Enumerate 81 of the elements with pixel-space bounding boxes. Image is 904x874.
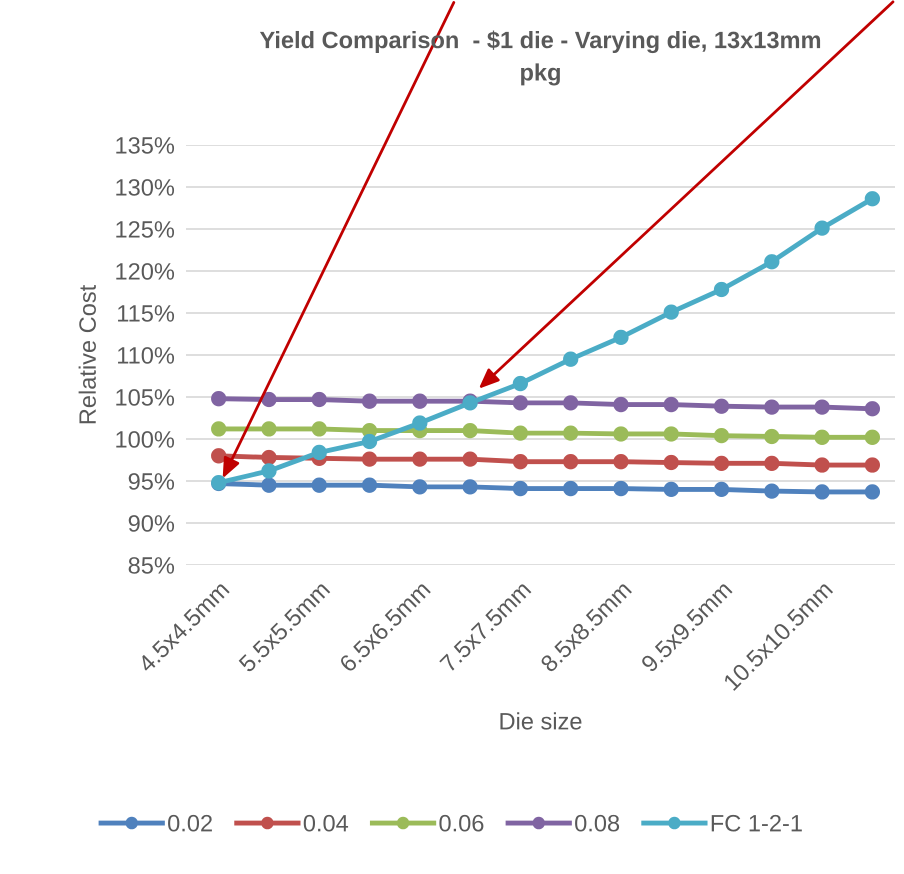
y-tick-label: 85% <box>128 557 174 574</box>
point <box>764 483 780 499</box>
y-tick-label: 130% <box>116 179 174 196</box>
point <box>312 392 327 408</box>
point <box>613 480 629 496</box>
y-tick-label: 100% <box>116 431 174 448</box>
x-axis-title: Die size <box>500 712 582 730</box>
y-tick-label: 115% <box>118 305 174 322</box>
y-tick-label: 105% <box>116 389 174 406</box>
point <box>261 463 277 479</box>
point <box>412 394 428 409</box>
point <box>462 422 478 438</box>
point <box>764 456 780 471</box>
point <box>764 399 780 415</box>
y-tick-label: 120% <box>116 263 174 280</box>
legend-label: 0.06 <box>439 814 484 832</box>
point <box>362 434 378 450</box>
point <box>512 480 528 496</box>
y-tick-label: 110% <box>118 347 174 364</box>
point <box>512 376 528 392</box>
y-axis-title: Relative Cost <box>78 284 96 424</box>
point <box>261 478 277 493</box>
point <box>261 421 277 437</box>
point <box>814 430 830 445</box>
point <box>312 444 327 460</box>
point <box>462 452 478 467</box>
point <box>613 426 629 442</box>
point <box>613 454 629 470</box>
point <box>412 479 428 495</box>
point <box>512 395 528 411</box>
point <box>362 452 378 467</box>
point <box>664 304 679 320</box>
point <box>613 330 629 345</box>
point <box>312 421 327 437</box>
point <box>664 426 679 442</box>
y-tick-label: 95% <box>128 473 174 490</box>
point <box>563 425 578 441</box>
y-tick-label: 90% <box>128 515 174 532</box>
point <box>814 220 830 236</box>
legend-label: 0.04 <box>304 814 348 832</box>
point <box>814 484 830 500</box>
point <box>211 448 226 464</box>
point <box>864 430 880 445</box>
legend-label: 0.08 <box>575 814 620 832</box>
point <box>864 401 880 416</box>
point <box>261 392 277 408</box>
point <box>563 454 578 470</box>
point <box>362 394 378 409</box>
point <box>613 396 629 412</box>
point <box>864 191 880 206</box>
point <box>664 482 679 498</box>
legend-label: FC 1-2-1 <box>712 814 802 832</box>
point <box>814 457 830 473</box>
point <box>764 254 780 270</box>
point <box>714 428 730 444</box>
point <box>462 479 478 495</box>
point <box>512 454 528 470</box>
point <box>512 425 528 441</box>
point <box>664 396 679 412</box>
point <box>814 399 830 415</box>
point <box>714 456 730 471</box>
point <box>714 282 730 298</box>
point <box>563 352 578 367</box>
point <box>412 415 428 431</box>
legend-label: 0.02 <box>168 814 212 832</box>
point <box>714 398 730 414</box>
point <box>211 421 226 437</box>
point <box>362 478 378 493</box>
point <box>312 478 327 493</box>
point <box>261 450 277 466</box>
point <box>864 484 880 500</box>
point <box>764 428 780 444</box>
y-tick-label: 135% <box>116 137 174 154</box>
point <box>563 395 578 411</box>
point <box>211 391 226 406</box>
point <box>664 454 679 470</box>
point <box>412 452 428 467</box>
point <box>563 480 578 496</box>
y-tick-label: 125% <box>116 221 174 238</box>
point <box>864 457 880 473</box>
point <box>714 482 730 498</box>
